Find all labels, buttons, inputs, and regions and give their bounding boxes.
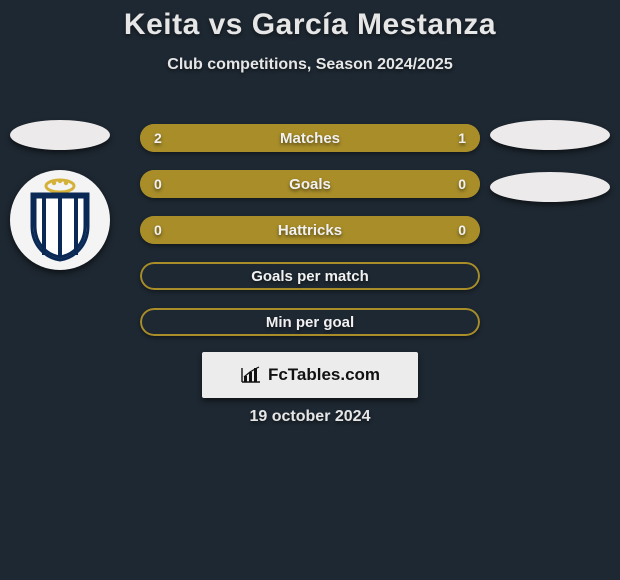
page-title: Keita vs García Mestanza [0, 0, 620, 42]
player-right-column [490, 120, 610, 224]
brand-text: FcTables.com [268, 365, 380, 385]
bar-label: Hattricks [140, 216, 480, 244]
stat-bar: Min per goal [140, 308, 480, 336]
player-left-ellipse [10, 120, 110, 150]
stat-bar: 21Matches [140, 124, 480, 152]
stat-bar: Goals per match [140, 262, 480, 290]
stat-bar: 00Goals [140, 170, 480, 198]
player-right-ellipse-2 [490, 172, 610, 202]
page-subtitle: Club competitions, Season 2024/2025 [0, 56, 620, 74]
stat-bars: 21Matches 00Goals 00Hattricks Goals per mat… [140, 124, 480, 354]
bar-label: Goals [140, 170, 480, 198]
bar-label: Matches [140, 124, 480, 152]
shield-icon [24, 178, 96, 262]
player-right-ellipse-1 [490, 120, 610, 150]
footer-date: 19 october 2024 [0, 408, 620, 426]
bar-label: Min per goal [140, 308, 480, 336]
player-left-column [10, 120, 110, 270]
stat-bar: 00Hattricks [140, 216, 480, 244]
brand-panel: FcTables.com [202, 352, 418, 398]
club-logo-left [10, 170, 110, 270]
bar-label: Goals per match [140, 262, 480, 290]
chart-icon [240, 366, 262, 384]
